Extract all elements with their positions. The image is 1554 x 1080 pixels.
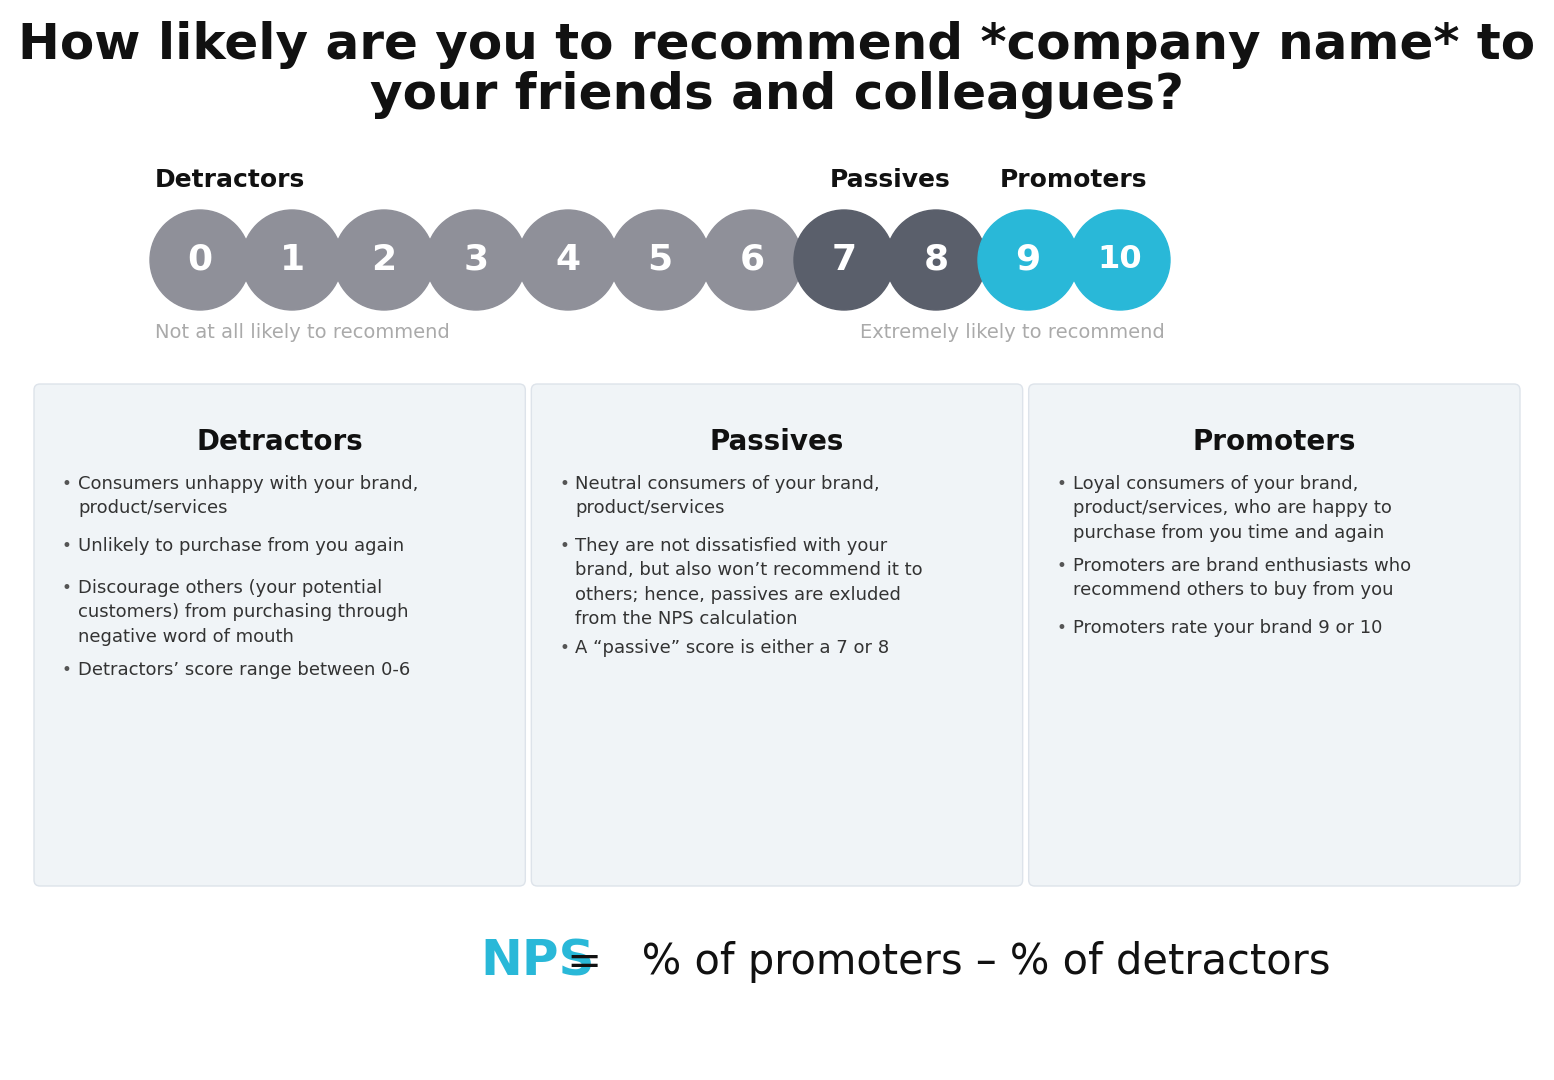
Text: •: • [62, 579, 71, 597]
Text: Promoters: Promoters [1192, 428, 1357, 456]
Circle shape [334, 210, 434, 310]
Circle shape [977, 210, 1078, 310]
Text: •: • [62, 475, 71, 492]
Text: 3: 3 [463, 243, 488, 276]
Text: 10: 10 [1097, 244, 1142, 275]
Text: How likely are you to recommend *company name* to: How likely are you to recommend *company… [19, 21, 1535, 69]
Text: Neutral consumers of your brand,
product/services: Neutral consumers of your brand, product… [575, 475, 880, 517]
Text: Discourage others (your potential
customers) from purchasing through
negative wo: Discourage others (your potential custom… [78, 579, 409, 646]
Circle shape [702, 210, 802, 310]
Circle shape [611, 210, 710, 310]
Text: Promoters are brand enthusiasts who
recommend others to buy from you: Promoters are brand enthusiasts who reco… [1072, 557, 1411, 599]
Text: Detractors: Detractors [155, 168, 305, 192]
Circle shape [1071, 210, 1170, 310]
Text: •: • [1057, 475, 1066, 492]
Text: Promoters rate your brand 9 or 10: Promoters rate your brand 9 or 10 [1072, 619, 1382, 637]
Circle shape [242, 210, 342, 310]
Text: 6: 6 [740, 243, 765, 276]
Text: =   % of promoters – % of detractors: = % of promoters – % of detractors [553, 941, 1330, 983]
Circle shape [886, 210, 985, 310]
Circle shape [426, 210, 525, 310]
FancyBboxPatch shape [1029, 384, 1520, 886]
Text: 0: 0 [188, 243, 213, 276]
Text: Extremely likely to recommend: Extremely likely to recommend [861, 323, 1166, 341]
Text: •: • [62, 537, 71, 555]
Text: 5: 5 [648, 243, 673, 276]
Text: Passives: Passives [830, 168, 951, 192]
Text: Unlikely to purchase from you again: Unlikely to purchase from you again [78, 537, 404, 555]
Text: They are not dissatisfied with your
brand, but also won’t recommend it to
others: They are not dissatisfied with your bran… [575, 537, 923, 627]
Text: •: • [559, 639, 569, 657]
Circle shape [517, 210, 618, 310]
Text: Passives: Passives [710, 428, 844, 456]
Text: 1: 1 [280, 243, 305, 276]
Text: Loyal consumers of your brand,
product/services, who are happy to
purchase from : Loyal consumers of your brand, product/s… [1072, 475, 1391, 541]
Text: •: • [559, 475, 569, 492]
Text: Promoters: Promoters [1001, 168, 1148, 192]
Text: 2: 2 [371, 243, 396, 276]
Text: •: • [1057, 619, 1066, 637]
Text: A “passive” score is either a 7 or 8: A “passive” score is either a 7 or 8 [575, 639, 889, 657]
Text: your friends and colleagues?: your friends and colleagues? [370, 71, 1184, 119]
Text: Not at all likely to recommend: Not at all likely to recommend [155, 323, 449, 341]
Text: •: • [559, 537, 569, 555]
Text: Consumers unhappy with your brand,
product/services: Consumers unhappy with your brand, produ… [78, 475, 418, 517]
Text: 4: 4 [555, 243, 581, 276]
Text: Detractors’ score range between 0-6: Detractors’ score range between 0-6 [78, 661, 410, 679]
Text: Detractors: Detractors [196, 428, 364, 456]
Text: •: • [62, 661, 71, 679]
Text: 9: 9 [1015, 243, 1041, 276]
FancyBboxPatch shape [531, 384, 1023, 886]
Text: 7: 7 [831, 243, 856, 276]
Circle shape [794, 210, 894, 310]
Circle shape [151, 210, 250, 310]
Text: NPS: NPS [480, 939, 595, 986]
FancyBboxPatch shape [34, 384, 525, 886]
Text: •: • [1057, 557, 1066, 575]
Text: 8: 8 [923, 243, 948, 276]
